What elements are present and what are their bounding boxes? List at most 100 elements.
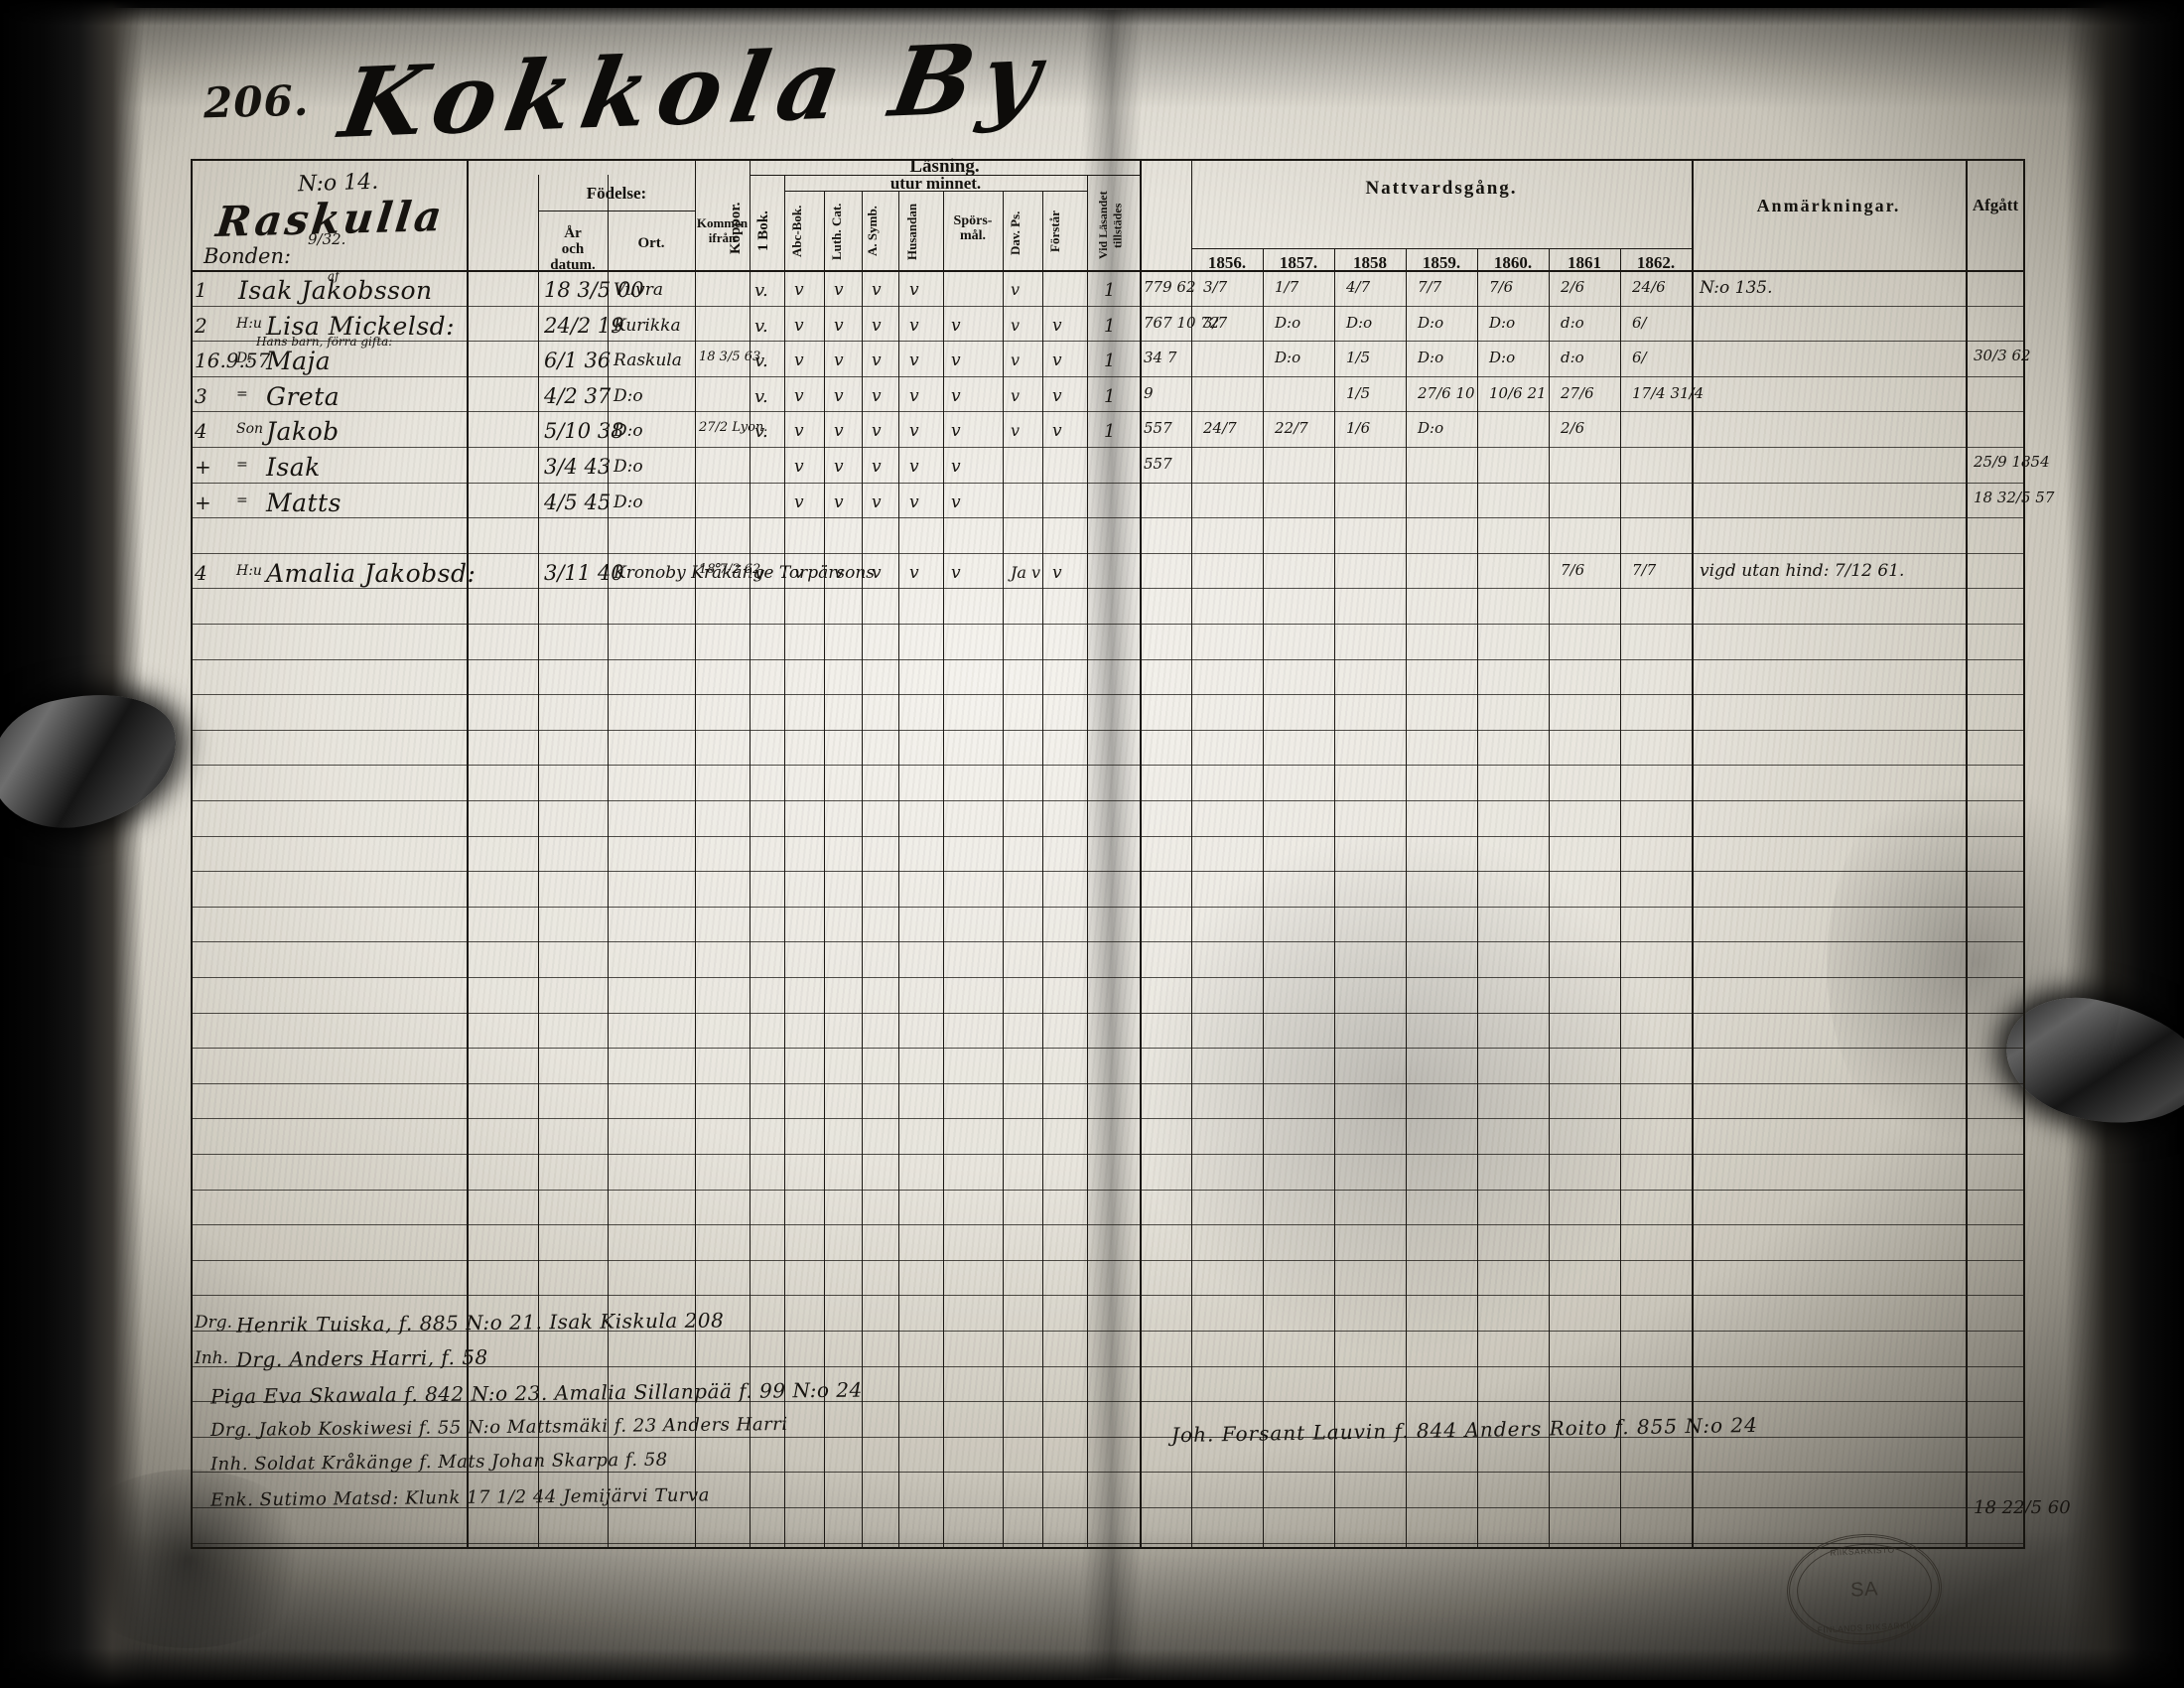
row-book1: v (794, 562, 804, 583)
row-present-at-reading: 557 (1144, 419, 1172, 438)
row-communion-1860: D:o (1489, 313, 1516, 332)
right-edge-shadow (2065, 0, 2184, 1688)
row-communion-1861: d:o (1561, 313, 1584, 332)
row-name-prefix: = (236, 385, 248, 402)
table-row-rule (191, 1507, 2025, 1508)
row-birth-place: Vuvra (614, 280, 664, 300)
row-communion-1858: D:o (1346, 313, 1373, 332)
row-came-from: 18 3/5 63 (699, 350, 761, 365)
row-communion-1862: 7/7 (1632, 560, 1657, 579)
row-communion-1856: 3/7 (1203, 278, 1228, 296)
row-smallpox: v (754, 562, 765, 584)
col-line-y1856 (1263, 248, 1264, 1549)
row-birth-year: 4/5 45 (544, 490, 612, 514)
row-abc-bok: v (834, 492, 844, 512)
row-abc-bok: v (834, 562, 844, 583)
header-birth-year: År och datum. (550, 225, 596, 273)
row-sporsmal: v (1011, 280, 1021, 299)
row-husandan: v (951, 492, 961, 512)
row-dav-ps: v (1052, 385, 1062, 406)
row-communion-1861: 2/6 (1561, 278, 1585, 296)
table-row-rule (191, 624, 2025, 625)
row-sequence-number: + (195, 490, 211, 514)
row-communion-1860: 7/6 (1489, 278, 1514, 296)
footer-line-text: Henrik Tuiska, f. 885 N:o 21. Isak Kisku… (235, 1308, 725, 1337)
table-row-rule (191, 730, 2025, 731)
row-birth-year: 3/4 43 (544, 455, 612, 479)
col-line-husandan (943, 191, 944, 1549)
row-person-name: Amalia Jakobsd: (266, 558, 477, 588)
row-a-symb: v (909, 457, 919, 477)
col-line-asymb (898, 191, 899, 1549)
footer-line-text: Drg. Anders Harri, f. 58 (235, 1344, 488, 1371)
row-person-name: Greta (266, 381, 341, 411)
row-sporsmal: Ja v (1011, 562, 1041, 582)
table-row-rule (191, 270, 2025, 271)
row-husandan: v (951, 385, 961, 406)
row-abc-bok: v (834, 421, 844, 442)
row-book1: v (794, 315, 804, 336)
col-line-luthcat (862, 191, 863, 1549)
row-birth-year: 6/1 36 (544, 349, 612, 373)
table-row-rule (191, 1118, 2025, 1119)
footer-departed-note: 18 22/5 60 (1974, 1497, 2071, 1518)
row-book1: v (794, 385, 804, 406)
hdr-rule-years (1191, 248, 1692, 249)
row-person-name: Lisa Mickelsd: (266, 311, 456, 341)
left-binding-shadow (0, 0, 144, 1688)
header-anmarkningar: Anmärkningar. (1756, 196, 1901, 215)
row-sequence-number: 3 (195, 383, 207, 408)
row-communion-1860: D:o (1489, 349, 1516, 367)
row-communion-1858: 1/5 (1346, 349, 1371, 367)
row-communion-1857: 1/7 (1275, 278, 1299, 296)
row-communion-1859: D:o (1418, 313, 1444, 332)
col-line-y1860 (1549, 248, 1550, 1549)
top-shadow (0, 0, 2184, 26)
row-smallpox: v. (754, 315, 768, 337)
col-line-abc (824, 191, 825, 1549)
table-row-rule (191, 907, 2025, 908)
row-departed: 18 32/5 57 (1974, 488, 2055, 506)
header-came-from: Kommen ifrån (696, 215, 749, 245)
row-a-symb: v (909, 280, 919, 300)
col-line-davps (1042, 191, 1043, 1549)
col-line-notes (1966, 159, 1968, 1549)
col-line-sporsmal (1003, 191, 1004, 1549)
table-row-rule (191, 1083, 2025, 1084)
row-dav-ps: v (1052, 315, 1062, 336)
row-communion-1859: D:o (1418, 349, 1444, 367)
header-sporsmal: Spörs- mål. (953, 213, 993, 243)
header-dav-ps: Dav. Ps. (1008, 211, 1023, 256)
row-birth-place: D:o (614, 421, 643, 442)
row-dav-ps: v (1052, 351, 1062, 371)
row-husandan: v (951, 351, 961, 371)
row-luth-cat: v (872, 315, 882, 336)
row-sequence-number: 16.9.57 (195, 349, 271, 373)
header-year-1860: 1860. (1493, 253, 1533, 272)
row-communion-1861: 27/6 (1561, 383, 1594, 402)
row-a-symb: v (909, 492, 919, 512)
table-row-rule (191, 659, 2025, 660)
row-communion-1859: D:o (1418, 419, 1444, 438)
row-present-at-reading: 767 10 72 (1144, 313, 1220, 332)
row-communion-1862: 6/ (1632, 349, 1647, 367)
header-birth-place: Ort. (637, 235, 665, 251)
row-sporsmal: v (1011, 385, 1021, 405)
table-row-rule (191, 836, 2025, 837)
row-communion-1858: 4/7 (1346, 278, 1371, 296)
table-row-rule (191, 1543, 2025, 1544)
row-luth-cat: v (872, 492, 882, 512)
table-row-rule (191, 1295, 2025, 1296)
row-communion-1861: d:o (1561, 349, 1584, 367)
row-communion-1858: 1/5 (1346, 383, 1371, 402)
table-row-rule (191, 1366, 2025, 1367)
row-book1: v (794, 280, 804, 300)
header-husandan: Husandan (904, 203, 919, 260)
table-row-rule (191, 1401, 2025, 1402)
row-luth-cat: v (872, 421, 882, 442)
table-row-rule (191, 1154, 2025, 1155)
table-row-rule (191, 765, 2025, 766)
col-line-vidlasandet (1140, 159, 1142, 1549)
table-row-rule (191, 871, 2025, 872)
